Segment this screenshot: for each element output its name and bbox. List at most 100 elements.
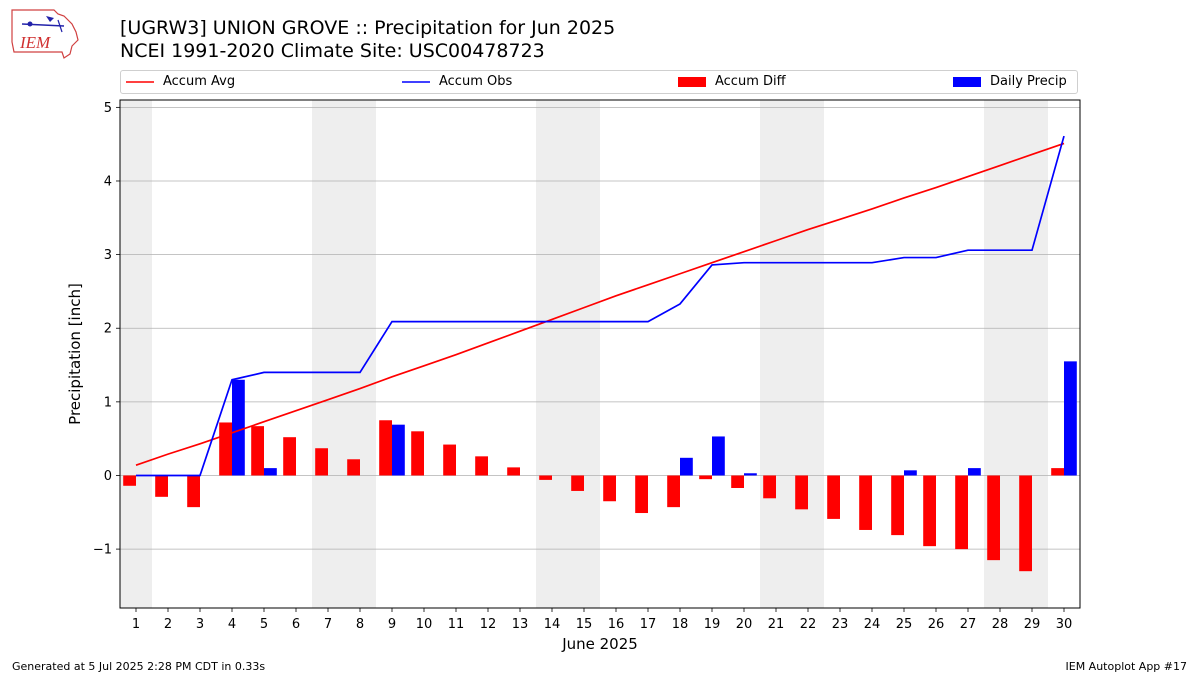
x-tick-label: 26 [928,617,945,632]
y-tick-label: 2 [104,322,112,337]
x-tick-label: 6 [292,617,300,632]
chart-title-line2: NCEI 1991-2020 Climate Site: USC00478723 [120,40,545,62]
legend-swatch-daily-precip [953,76,981,87]
daily-precip-bar [232,379,245,476]
legend-item-daily-precip: Daily Precip [953,74,1067,90]
daily-precip-bar [680,457,693,476]
daily-precip-bar [744,473,757,476]
legend-swatch-accum-avg [126,80,154,83]
y-tick-label: −1 [93,543,112,558]
accum-diff-bar [347,459,360,476]
accum-diff-bar [379,420,392,476]
legend-swatch-accum-diff [678,76,706,87]
accum-diff-bar [635,475,648,514]
iem-logo: IEM [11,9,79,59]
y-tick-label: 3 [104,248,112,263]
weekend-band [120,100,152,608]
x-tick-label: 21 [768,617,785,632]
x-tick-label: 30 [1056,617,1073,632]
legend-label: Accum Obs [439,74,513,89]
legend-label: Daily Precip [990,74,1067,89]
accum-diff-bar [891,475,904,536]
x-tick-label: 27 [960,617,977,632]
weekend-band [536,100,600,608]
accum-diff-bar [251,426,264,476]
accum-diff-bar [283,437,296,476]
accum-diff-bar [827,475,840,519]
accum-diff-bar [187,475,200,508]
x-tick-label: 24 [864,617,881,632]
x-tick-label: 5 [260,617,268,632]
weekend-band [312,100,376,608]
legend-item-accum-diff: Accum Diff [678,74,786,90]
daily-precip-bar [392,424,405,476]
x-tick-label: 2 [164,617,172,632]
accum-diff-bar [763,475,776,499]
accum-diff-bar [923,475,936,547]
footer-app-id: IEM Autoplot App #17 [1065,660,1188,673]
legend-label: Accum Diff [715,74,786,89]
x-axis-label: June 2025 [561,635,638,653]
accum-diff-bar [699,475,712,480]
accum-diff-bar [795,475,808,510]
footer-generated: Generated at 5 Jul 2025 2:28 PM CDT in 0… [12,660,266,673]
y-tick-label: 5 [104,101,112,116]
accum-diff-bar [475,456,488,476]
accum-avg-line [135,142,1065,466]
y-tick-label: 4 [104,174,112,189]
accum-diff-bar [411,431,424,476]
accum-diff-bar [219,422,232,476]
accum-diff-bar [667,475,680,508]
x-tick-label: 1 [132,617,140,632]
x-tick-label: 22 [800,617,817,632]
accum-diff-bar [123,475,136,486]
daily-precip-bar [712,436,725,476]
x-tick-label: 15 [576,617,593,632]
x-tick-label: 11 [448,617,465,632]
accum-diff-bar [539,475,552,480]
accum-obs-line [136,135,1065,477]
accum-diff-bar [1019,475,1032,572]
accum-diff-bar [955,475,968,550]
legend-label: Accum Avg [163,74,236,89]
plot-frame [119,99,1081,609]
chart-title-line1: [UGRW3] UNION GROVE :: Precipitation for… [120,17,616,39]
y-tick-label: 0 [104,469,112,484]
accum-diff-bar [155,475,168,497]
x-tick-label: 18 [672,617,689,632]
legend-swatch-accum-obs [402,80,430,83]
daily-precip-bar [968,468,981,476]
weekend-band [760,100,824,608]
x-tick-label: 9 [388,617,396,632]
accum-diff-bar [987,475,1000,561]
x-tick-label: 7 [324,617,332,632]
accum-diff-bar [507,467,520,476]
x-tick-label: 12 [480,617,497,632]
y-tick-label: 1 [104,395,112,410]
x-tick-label: 3 [196,617,204,632]
x-tick-label: 10 [416,617,433,632]
daily-precip-bar [1064,361,1077,476]
x-tick-label: 14 [544,617,561,632]
accum-diff-bar [1051,468,1064,476]
logo-text: IEM [19,33,51,52]
accum-diff-bar [315,448,328,476]
x-tick-label: 8 [356,617,364,632]
x-tick-label: 16 [608,617,625,632]
x-tick-label: 23 [832,617,849,632]
x-tick-label: 25 [896,617,913,632]
legend-item-accum-obs: Accum Obs [402,74,512,90]
accum-diff-bar [443,444,456,476]
daily-precip-bar [264,468,277,476]
x-tick-label: 13 [512,617,529,632]
daily-precip-bar [904,470,917,476]
legend-item-accum-avg: Accum Avg [126,74,235,90]
accum-diff-bar [571,475,584,491]
x-tick-label: 20 [736,617,753,632]
accum-diff-bar [859,475,872,530]
accum-diff-bar [731,475,744,488]
y-axis-label: Precipitation [inch] [66,283,84,425]
accum-diff-bar [603,475,616,502]
x-tick-label: 29 [1024,617,1041,632]
